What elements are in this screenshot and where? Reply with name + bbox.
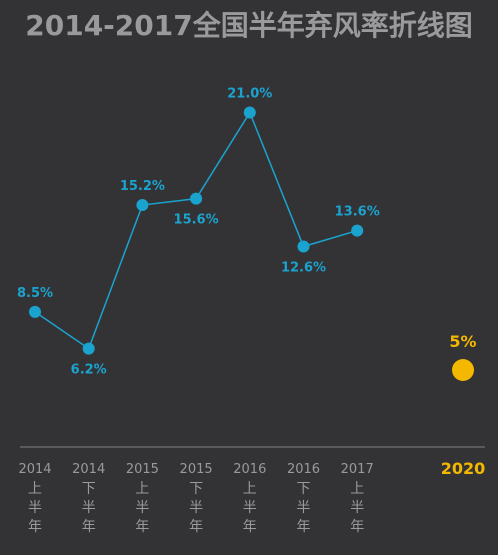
data-label: 21.0% [227,87,272,102]
x-tick-year: 2015 [180,462,213,477]
data-label: 13.6% [335,205,380,220]
data-label: 12.6% [281,261,326,276]
x-tick-period-char: 半 [135,500,149,516]
x-tick-period-char: 年 [82,519,96,535]
data-point [243,106,256,119]
x-tick-period-char: 下 [189,481,203,497]
x-tick-period-char: 半 [297,500,311,516]
x-tick-period-char: 上 [135,481,149,497]
target-year-label: 2020 [441,459,486,478]
x-tick-period-char: 下 [297,481,311,497]
data-point [351,224,364,237]
x-tick-period-char: 年 [243,519,257,535]
x-tick-year: 2014 [72,462,105,477]
x-tick-period-char: 半 [28,500,42,516]
x-tick-year: 2016 [287,462,320,477]
data-label: 15.2% [120,179,165,194]
x-tick-year: 2015 [126,462,159,477]
x-tick-period-char: 半 [243,500,257,516]
x-tick-period-char: 半 [350,500,364,516]
chart-title: 2014-2017全国半年弃风率折线图 [25,9,472,42]
x-tick-year: 2014 [18,462,51,477]
x-tick-period-char: 上 [243,481,257,497]
data-point [136,199,149,212]
target-point-2020 [452,359,474,381]
data-point [297,240,310,253]
data-label: 15.6% [174,213,219,228]
data-point [82,342,95,355]
x-tick-period-char: 年 [189,519,203,535]
x-tick-period-char: 半 [189,500,203,516]
x-tick-year: 2017 [341,462,374,477]
data-label: 8.5% [17,286,53,301]
x-tick-period-char: 年 [135,519,149,535]
x-tick-period-char: 年 [297,519,311,535]
x-tick-period-char: 年 [28,519,42,535]
x-tick-period-char: 半 [82,500,96,516]
x-tick-period-char: 年 [350,519,364,535]
data-label: 6.2% [71,363,107,378]
x-tick-period-char: 上 [28,481,42,497]
data-point [29,305,41,318]
x-tick-period-char: 上 [350,481,364,497]
x-tick-period-char: 下 [82,481,96,497]
x-tick-year: 2016 [233,462,266,477]
target-value-label: 5% [449,332,476,351]
data-point [190,192,203,205]
series-line [34,110,358,350]
